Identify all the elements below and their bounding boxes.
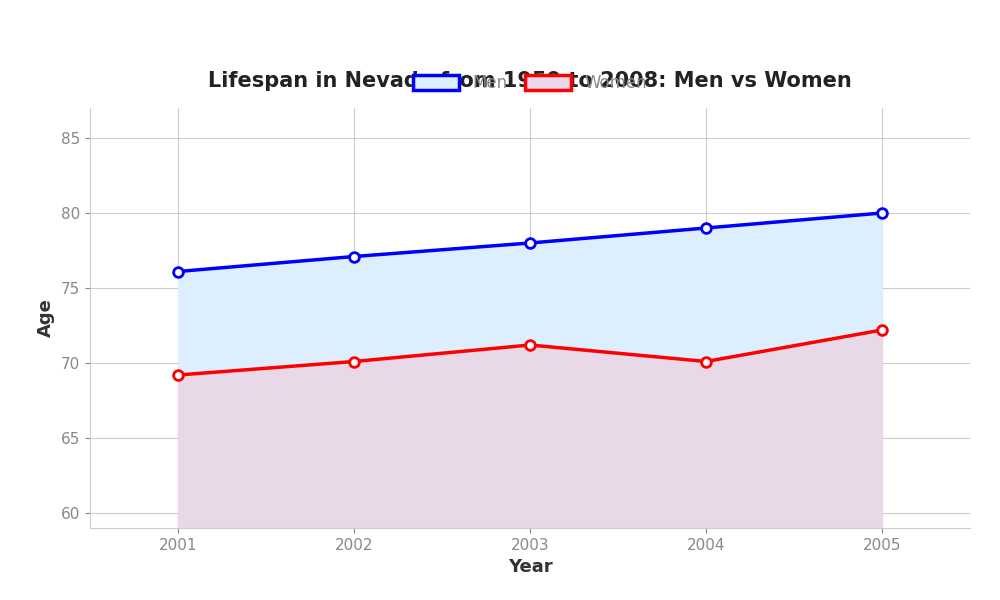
Title: Lifespan in Nevada from 1959 to 2008: Men vs Women: Lifespan in Nevada from 1959 to 2008: Me… <box>208 71 852 91</box>
X-axis label: Year: Year <box>508 558 552 576</box>
Legend: Men, Women: Men, Women <box>404 66 656 101</box>
Y-axis label: Age: Age <box>37 299 55 337</box>
